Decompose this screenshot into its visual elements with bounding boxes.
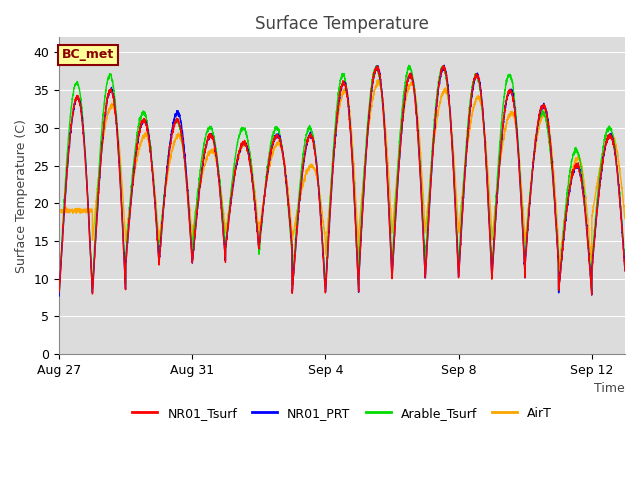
Text: BC_met: BC_met [62, 48, 114, 61]
Line: NR01_PRT: NR01_PRT [59, 65, 625, 296]
NR01_Tsurf [349, 165, 356, 170]
AirT [374, 77, 382, 83]
NR01_PRT [586, 265, 594, 271]
AirT [524, 208, 532, 214]
NR01_PRT [55, 293, 63, 299]
Arable_Tsurf [405, 62, 413, 68]
NR01_Tsurf [55, 289, 63, 295]
NR01_PRT [524, 223, 532, 228]
Line: NR01_Tsurf: NR01_Tsurf [59, 66, 625, 295]
NR01_PRT [559, 240, 567, 246]
Y-axis label: Surface Temperature (C): Surface Temperature (C) [15, 119, 28, 273]
Arable_Tsurf [559, 231, 567, 237]
AirT [559, 226, 567, 232]
Arable_Tsurf [586, 264, 594, 270]
AirT [349, 141, 356, 147]
Arable_Tsurf [442, 75, 450, 81]
NR01_Tsurf [586, 267, 594, 273]
Legend: NR01_Tsurf, NR01_PRT, Arable_Tsurf, AirT: NR01_Tsurf, NR01_PRT, Arable_Tsurf, AirT [127, 402, 557, 424]
Line: Arable_Tsurf: Arable_Tsurf [59, 65, 625, 295]
Arable_Tsurf [621, 260, 629, 265]
Title: Surface Temperature: Surface Temperature [255, 15, 429, 33]
Arable_Tsurf [55, 292, 63, 298]
AirT [588, 268, 596, 274]
NR01_PRT [440, 62, 448, 68]
AirT [55, 206, 63, 212]
NR01_PRT [391, 225, 399, 231]
Arable_Tsurf [349, 160, 356, 166]
NR01_PRT [442, 71, 450, 77]
NR01_Tsurf [621, 268, 629, 274]
NR01_Tsurf [559, 240, 567, 246]
AirT [442, 89, 450, 95]
NR01_Tsurf [524, 224, 532, 229]
NR01_Tsurf [442, 72, 450, 77]
NR01_Tsurf [391, 225, 399, 230]
NR01_Tsurf [440, 63, 447, 69]
NR01_PRT [621, 267, 629, 273]
NR01_PRT [349, 159, 356, 165]
Arable_Tsurf [391, 209, 399, 215]
AirT [621, 215, 629, 221]
Line: AirT: AirT [59, 80, 625, 271]
AirT [586, 244, 594, 250]
AirT [391, 197, 399, 203]
Arable_Tsurf [524, 218, 532, 224]
NR01_Tsurf [588, 292, 596, 298]
X-axis label: Time: Time [595, 383, 625, 396]
